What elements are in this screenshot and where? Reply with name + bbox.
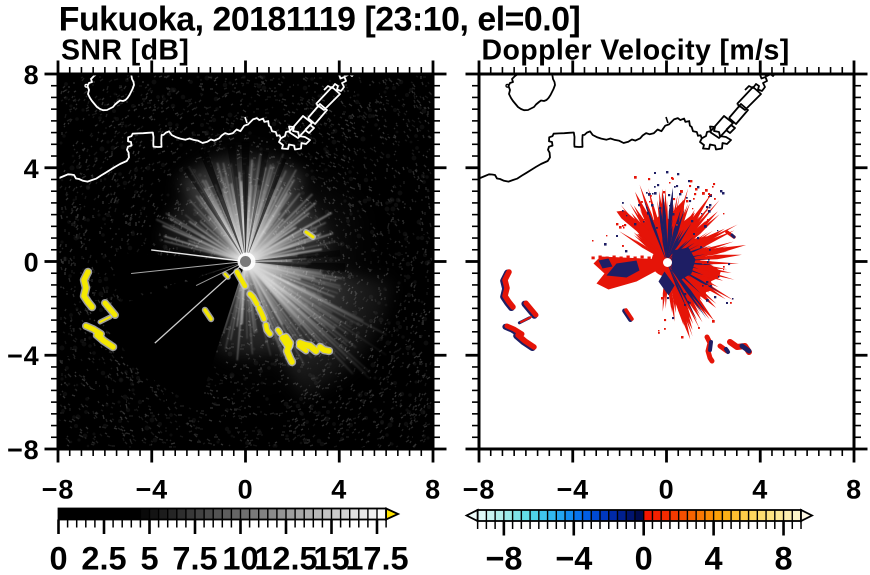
svg-text:0: 0 — [24, 248, 40, 278]
svg-text:−4: −4 — [136, 475, 168, 505]
svg-text:4: 4 — [331, 475, 347, 505]
svg-text:8: 8 — [425, 475, 441, 505]
svg-text:4: 4 — [752, 475, 768, 505]
svg-text:0: 0 — [49, 541, 67, 571]
svg-text:12.5: 12.5 — [254, 541, 317, 571]
svg-text:8: 8 — [774, 541, 792, 571]
svg-text:SNR [dB]: SNR [dB] — [61, 35, 189, 67]
svg-text:2.5: 2.5 — [81, 541, 126, 571]
svg-text:10: 10 — [222, 541, 258, 571]
svg-text:−4: −4 — [555, 541, 592, 571]
svg-text:15: 15 — [313, 541, 349, 571]
svg-text:8: 8 — [24, 60, 40, 90]
svg-text:−4: −4 — [7, 341, 39, 371]
svg-text:7.5: 7.5 — [172, 541, 217, 571]
svg-text:0: 0 — [238, 475, 254, 505]
svg-text:Doppler Velocity [m/s]: Doppler Velocity [m/s] — [482, 35, 790, 67]
svg-text:0: 0 — [635, 541, 653, 571]
svg-text:−8: −8 — [485, 541, 522, 571]
svg-text:−8: −8 — [42, 475, 74, 505]
svg-text:8: 8 — [846, 475, 862, 505]
svg-text:Fukuoka, 20181119 [23:10, el=0: Fukuoka, 20181119 [23:10, el=0.0] — [59, 1, 581, 39]
svg-text:4: 4 — [24, 154, 40, 184]
svg-text:0: 0 — [659, 475, 675, 505]
svg-text:4: 4 — [705, 541, 723, 571]
svg-text:−8: −8 — [463, 475, 495, 505]
svg-text:17.5: 17.5 — [345, 541, 408, 571]
svg-text:5: 5 — [140, 541, 158, 571]
svg-text:−8: −8 — [7, 435, 39, 465]
svg-text:−4: −4 — [557, 475, 589, 505]
